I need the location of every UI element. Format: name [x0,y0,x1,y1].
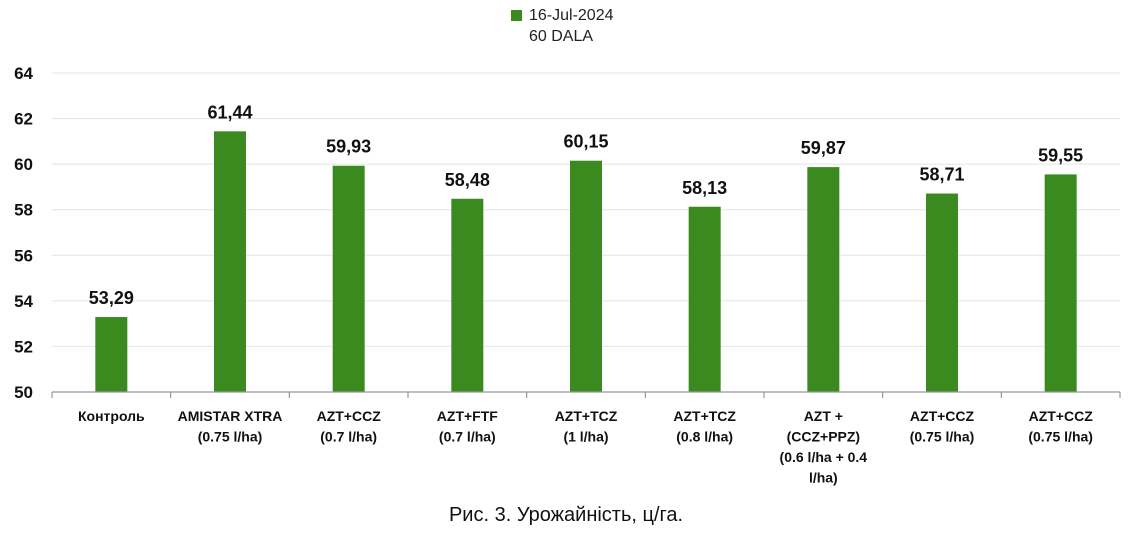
y-tick-label: 54 [14,292,33,311]
bar-value-label: 59,93 [326,137,371,157]
category-label: Контроль [78,408,145,424]
bar-value-label: 59,55 [1038,145,1083,165]
category-label-line: (CCZ+PPZ) [787,429,861,445]
category-label: AZT+CCZ (0.7 l/ha) [317,408,382,445]
y-tick-label: 56 [14,246,33,265]
category-label-line: Контроль [78,408,145,424]
category-label: AMISTAR XTRA (0.75 l/ha) [178,408,283,445]
bar [333,166,365,392]
bar-value-label: 58,13 [682,178,727,198]
category-label-line: (1 l/ha) [563,429,608,445]
bar-value-label: 59,87 [801,138,846,158]
bar [807,167,839,392]
bar-value-label: 60,15 [563,132,608,152]
category-label-line: AZT+CCZ [317,408,382,424]
category-label-line: AZT+TCZ [555,408,618,424]
category-label-line: AZT+FTF [437,408,498,424]
bar-value-label: 58,48 [445,170,490,190]
category-label: AZT+CCZ (0.75 l/ha) [1028,408,1093,445]
legend: 16-Jul-2024 60 DALA [511,5,614,47]
legend-entry: 16-Jul-2024 [511,5,614,26]
bar-value-label: 58,71 [919,165,964,185]
y-tick-label: 58 [14,201,33,220]
category-label-line: (0.6 l/ha + 0.4 [780,449,868,465]
x-axis [52,392,1120,398]
category-label-line: AZT+CCZ [1029,408,1094,424]
category-label-line: (0.75 l/ha) [910,429,975,445]
y-tick-label: 62 [14,110,33,129]
category-label: AZT+TCZ (0.8 l/ha) [673,408,736,445]
category-label: AZT + (CCZ+PPZ) (0.6 l/ha + 0.4 l/ha) [780,408,868,486]
category-label-line: l/ha) [809,470,838,486]
category-label: AZT+FTF (0.7 l/ha) [437,408,498,445]
figure-caption: Рис. 3. Урожайність, ц/га. [0,504,1132,527]
category-labels: Контроль AMISTAR XTRA (0.75 l/ha) AZT+CCZ (0… [78,408,1093,486]
y-tick-label: 64 [14,64,33,83]
bar-chart: 50 52 54 56 58 60 62 64 53,29 61,44 59,93 58,48 60,… [0,0,1132,500]
legend-swatch [511,10,522,21]
legend-subtitle: 60 DALA [511,26,614,47]
category-label-line: (0.7 l/ha) [320,429,377,445]
category-label-line: (0.7 l/ha) [439,429,496,445]
category-label: AZT+CCZ (0.75 l/ha) [910,408,975,445]
bar [95,317,127,392]
y-tick-label: 52 [14,337,33,356]
y-tick-label: 50 [14,383,33,402]
bar [451,199,483,392]
bar-value-label: 53,29 [89,288,134,308]
category-label: AZT+TCZ (1 l/ha) [555,408,618,445]
bar [689,207,721,392]
bar-value-label: 61,44 [207,102,252,122]
bar [926,194,958,392]
category-label-line: (0.75 l/ha) [1028,429,1093,445]
category-label-line: (0.8 l/ha) [676,429,733,445]
category-label-line: (0.75 l/ha) [198,429,263,445]
category-label-line: AZT+TCZ [673,408,736,424]
y-axis-ticks: 50 52 54 56 58 60 62 64 [14,64,33,402]
y-tick-label: 60 [14,155,33,174]
bar [570,161,602,392]
legend-label: 16-Jul-2024 [529,5,614,26]
bar [1045,174,1077,392]
category-label-line: AZT+CCZ [910,408,975,424]
bar [214,131,246,392]
category-label-line: AMISTAR XTRA [178,408,283,424]
category-label-line: AZT + [804,408,843,424]
